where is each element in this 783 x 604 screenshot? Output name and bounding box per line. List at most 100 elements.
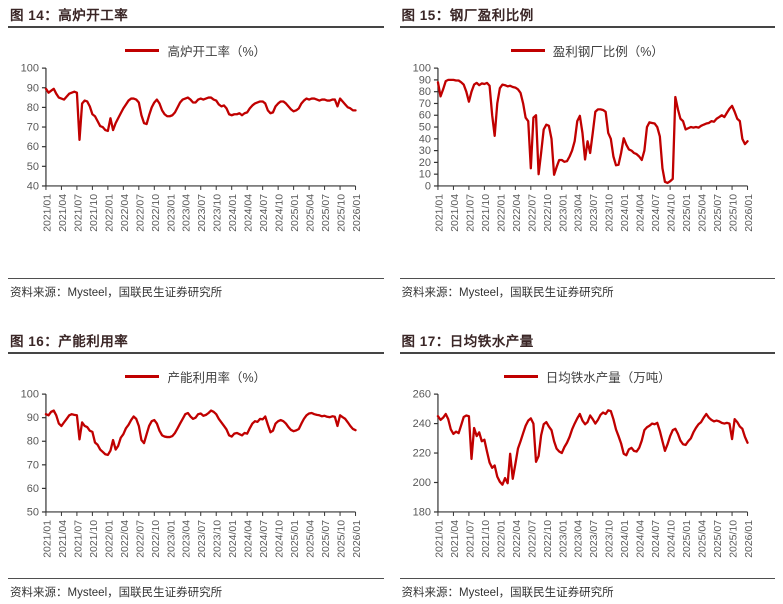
svg-text:90: 90 (27, 82, 39, 94)
svg-text:2025/01: 2025/01 (290, 520, 301, 558)
source-rule: 资料来源：Mysteel，国联民生证券研究所 (8, 578, 384, 604)
svg-text:2022/07: 2022/07 (527, 194, 538, 232)
svg-text:2022/07: 2022/07 (135, 520, 146, 558)
svg-text:40: 40 (27, 180, 39, 192)
svg-text:2022/04: 2022/04 (511, 194, 522, 232)
legend: 日均铁水产量（万吨） (400, 368, 776, 385)
svg-text:2021/10: 2021/10 (89, 520, 100, 558)
svg-text:2023/01: 2023/01 (166, 194, 177, 232)
svg-text:2024/10: 2024/10 (275, 194, 286, 232)
svg-text:2022/07: 2022/07 (135, 194, 146, 232)
svg-text:90: 90 (418, 74, 430, 86)
svg-text:2025/10: 2025/10 (728, 194, 739, 232)
svg-text:2021/01: 2021/01 (434, 194, 445, 232)
title-rule (399, 26, 775, 28)
svg-text:2023/07: 2023/07 (589, 194, 600, 232)
svg-text:2021/01: 2021/01 (42, 194, 53, 232)
chart-area: 0 10 20 30 40 50 60 70 80 90 100 2021/01 2021/04 2021… (400, 60, 776, 252)
title-rule (8, 352, 384, 354)
svg-text:10: 10 (418, 169, 430, 181)
svg-text:2021/07: 2021/07 (465, 520, 476, 558)
legend-line-swatch (503, 374, 538, 378)
svg-text:40: 40 (418, 133, 430, 145)
source-rule: 资料来源：Mysteel，国联民生证券研究所 (399, 278, 775, 304)
svg-text:2025/01: 2025/01 (682, 194, 693, 232)
svg-text:100: 100 (21, 63, 39, 75)
svg-text:100: 100 (21, 389, 39, 401)
title-rule (8, 26, 384, 28)
figure-title: 图 14：高炉开工率 (10, 8, 129, 23)
figure-title: 图 15：钢厂盈利比例 (401, 8, 534, 23)
svg-text:70: 70 (27, 459, 39, 471)
svg-text:2024/07: 2024/07 (651, 194, 662, 232)
line-chart: 50 60 70 80 90 100 2021/01 2021/04 2021/07 2021/1… (21, 389, 363, 558)
svg-text:2022/01: 2022/01 (496, 194, 507, 232)
svg-text:2025/07: 2025/07 (713, 520, 724, 558)
svg-text:2022/10: 2022/10 (151, 194, 162, 232)
svg-text:80: 80 (418, 86, 430, 98)
svg-text:2022/01: 2022/01 (104, 520, 115, 558)
svg-text:2025/10: 2025/10 (728, 520, 739, 558)
legend-label: 盈利钢厂比例（%） (552, 44, 664, 59)
svg-text:2021/07: 2021/07 (465, 194, 476, 232)
svg-text:2021/10: 2021/10 (480, 194, 491, 232)
svg-text:2025/01: 2025/01 (290, 194, 301, 232)
svg-text:220: 220 (412, 448, 430, 460)
svg-text:2021/10: 2021/10 (480, 520, 491, 558)
chart-area: 50 60 70 80 90 100 2021/01 2021/04 2021/07 2021/1… (8, 386, 384, 578)
svg-text:80: 80 (27, 436, 39, 448)
source-note: 资料来源：Mysteel，国联民生证券研究所 (401, 587, 614, 599)
svg-text:2025/10: 2025/10 (337, 194, 348, 232)
svg-text:2025/07: 2025/07 (713, 194, 724, 232)
svg-text:2023/01: 2023/01 (166, 520, 177, 558)
svg-text:2023/07: 2023/07 (197, 520, 208, 558)
svg-text:2022/10: 2022/10 (151, 520, 162, 558)
title-rule (399, 352, 775, 354)
legend-label: 产能利用率（%） (167, 370, 267, 385)
legend-line-swatch (510, 48, 545, 52)
svg-text:2024/04: 2024/04 (244, 520, 255, 558)
svg-text:2022/04: 2022/04 (120, 194, 131, 232)
svg-text:2025/04: 2025/04 (306, 194, 317, 232)
line-chart: 180 200 220 240 260 2021/01 2021/04 2021/07 2021… (412, 389, 754, 558)
svg-text:0: 0 (424, 180, 430, 192)
svg-text:2022/01: 2022/01 (104, 194, 115, 232)
svg-text:2025/10: 2025/10 (337, 520, 348, 558)
svg-text:260: 260 (412, 389, 430, 401)
legend: 产能利用率（%） (8, 368, 384, 385)
svg-text:2023/10: 2023/10 (604, 520, 615, 558)
svg-text:2025/04: 2025/04 (697, 520, 708, 558)
svg-text:80: 80 (27, 102, 39, 114)
svg-text:2021/07: 2021/07 (73, 194, 84, 232)
svg-text:2024/04: 2024/04 (244, 194, 255, 232)
svg-text:2021/07: 2021/07 (73, 520, 84, 558)
svg-text:2024/01: 2024/01 (228, 520, 239, 558)
svg-text:2023/10: 2023/10 (604, 194, 615, 232)
svg-text:2023/01: 2023/01 (558, 194, 569, 232)
svg-text:2024/01: 2024/01 (620, 520, 631, 558)
svg-text:2021/04: 2021/04 (449, 194, 460, 232)
chart-area: 180 200 220 240 260 2021/01 2021/04 2021/07 2021… (400, 386, 776, 578)
svg-text:2023/04: 2023/04 (182, 194, 193, 232)
svg-text:70: 70 (27, 122, 39, 134)
svg-text:2025/04: 2025/04 (697, 194, 708, 232)
source-note: 资料来源：Mysteel，国联民生证券研究所 (401, 287, 614, 299)
svg-text:2026/01: 2026/01 (352, 520, 363, 558)
svg-text:2021/01: 2021/01 (42, 520, 53, 558)
svg-text:2024/01: 2024/01 (228, 194, 239, 232)
svg-text:2021/04: 2021/04 (58, 520, 69, 558)
line-chart: 40 50 60 70 80 90 100 2021/01 2021/04 2021/07 2021… (21, 63, 363, 232)
svg-text:2024/07: 2024/07 (259, 194, 270, 232)
svg-text:2024/10: 2024/10 (666, 520, 677, 558)
svg-text:2024/01: 2024/01 (620, 194, 631, 232)
legend-line-swatch (125, 374, 160, 378)
svg-text:2025/07: 2025/07 (321, 194, 332, 232)
source-rule: 资料来源：Mysteel，国联民生证券研究所 (399, 578, 775, 604)
figure-title: 图 17：日均铁水产量 (401, 334, 534, 349)
source-note: 资料来源：Mysteel，国联民生证券研究所 (10, 587, 223, 599)
svg-text:2024/04: 2024/04 (635, 194, 646, 232)
svg-text:90: 90 (27, 412, 39, 424)
svg-text:60: 60 (27, 141, 39, 153)
